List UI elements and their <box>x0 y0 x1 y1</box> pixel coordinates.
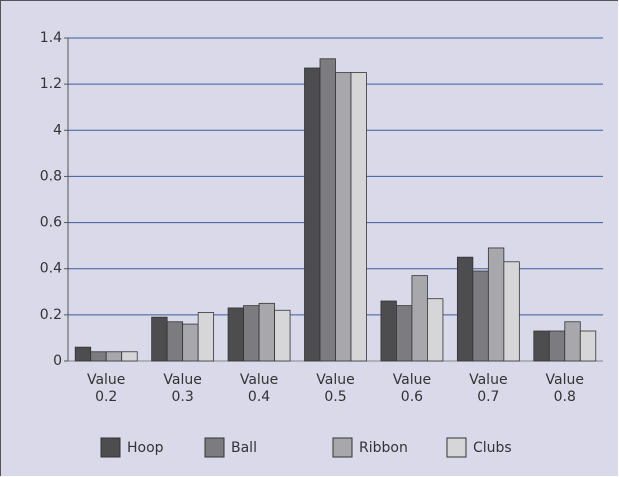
bar <box>487 247 505 362</box>
bar <box>456 256 474 362</box>
bar <box>335 72 352 362</box>
x-tick-label: Value 0.6 <box>392 372 432 405</box>
bar <box>74 346 92 362</box>
bar <box>533 330 550 362</box>
bar <box>548 330 566 362</box>
bar <box>121 351 138 362</box>
legend-label: Clubs <box>473 440 512 456</box>
bar <box>182 323 199 362</box>
bar <box>90 351 107 362</box>
x-tick-label: Value 0.5 <box>316 372 355 405</box>
bar <box>396 305 413 362</box>
bar <box>197 312 215 362</box>
bar <box>274 309 291 362</box>
bar <box>105 351 123 362</box>
y-tick-label: 4 <box>53 122 62 138</box>
x-tick-label: Value 0.2 <box>86 372 126 405</box>
legend-label: Hoop <box>127 440 164 456</box>
legend-label: Ribbon <box>359 440 408 456</box>
legend-swatch <box>332 437 353 458</box>
y-tick-label: 0.2 <box>40 307 62 323</box>
bar <box>411 275 428 362</box>
bar <box>151 316 168 362</box>
y-tick-label: 0.6 <box>40 215 62 231</box>
bar <box>380 300 397 362</box>
bar <box>304 67 321 362</box>
x-tick-label: Value 0.8 <box>545 372 584 405</box>
bar <box>243 305 260 362</box>
legend-swatch <box>100 437 121 458</box>
bar <box>503 261 520 362</box>
bar <box>350 72 367 362</box>
x-tick-label: Value 0.4 <box>239 372 279 405</box>
legend-swatch <box>446 437 467 458</box>
y-tick-label: 0.8 <box>40 168 62 184</box>
bar <box>579 330 597 362</box>
y-tick-label: 0 <box>53 353 62 369</box>
y-tick-label: 1.2 <box>40 76 62 92</box>
legend-swatch <box>204 437 225 458</box>
bar <box>319 58 336 362</box>
bar <box>166 321 184 362</box>
bar <box>258 302 275 362</box>
legend-label: Ball <box>231 440 257 456</box>
x-tick-label: Value 0.3 <box>163 372 202 405</box>
bar <box>427 298 444 362</box>
bar <box>472 270 489 362</box>
y-tick-label: 0.4 <box>40 261 62 277</box>
x-tick-label: Value 0.7 <box>469 372 508 405</box>
bar <box>564 321 581 362</box>
y-tick-label: 1.4 <box>40 30 62 46</box>
bar <box>227 307 244 362</box>
